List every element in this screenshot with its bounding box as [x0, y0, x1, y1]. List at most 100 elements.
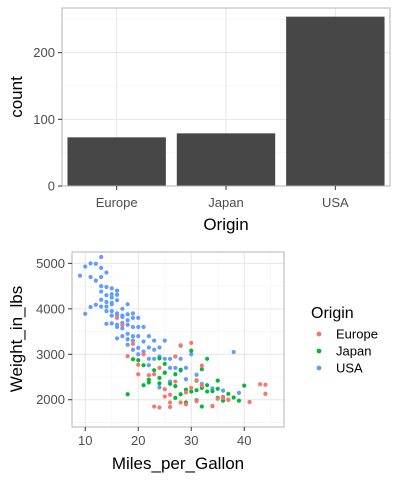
scatter-point-usa — [88, 274, 93, 280]
scatter-point-europe — [152, 372, 157, 377]
scatter-series-usa — [77, 254, 242, 396]
scatter-point-usa — [130, 333, 136, 339]
bar-y-tick-label: 0 — [48, 179, 55, 194]
scatter-point-japan — [231, 395, 236, 400]
scatter-point-japan — [146, 377, 151, 382]
scatter-point-japan — [178, 392, 183, 397]
scatter-point-japan — [242, 383, 247, 388]
scatter-point-japan — [215, 386, 220, 391]
scatter-point-usa — [114, 336, 120, 341]
scatter-point-europe — [114, 315, 120, 321]
legend-label-usa: USA — [336, 361, 363, 376]
scatter-point-europe — [263, 382, 268, 387]
scatter-point-usa — [146, 345, 151, 350]
scatter-point-japan — [205, 356, 210, 361]
scatter-point-europe — [130, 341, 136, 346]
legend-key-usa — [316, 365, 322, 371]
scatter-point-usa — [136, 352, 141, 357]
scatter-point-japan — [236, 398, 242, 403]
scatter-point-usa — [77, 273, 83, 278]
scatter-point-europe — [146, 373, 151, 378]
scatter-point-japan — [194, 388, 199, 393]
scatter-point-europe — [152, 404, 157, 409]
scatter-point-usa — [104, 284, 109, 290]
scatter-point-japan — [167, 381, 173, 386]
scatter-points — [77, 254, 268, 410]
bar-y-tick-label: 100 — [33, 112, 55, 127]
scatter-point-japan — [205, 383, 210, 388]
scatter-point-usa — [125, 337, 130, 342]
scatter-point-usa — [152, 338, 157, 343]
scatter-point-europe — [183, 390, 189, 395]
scatter-point-europe — [167, 404, 173, 410]
scatter-point-japan — [173, 395, 178, 401]
scatter-point-europe — [178, 343, 183, 348]
scatter-series-europe — [114, 315, 268, 410]
scatter-point-japan — [157, 375, 162, 381]
scatter-point-usa — [141, 339, 146, 344]
scatter-point-usa — [130, 315, 136, 321]
scatter-y-tick-label: 3000 — [36, 347, 65, 362]
scatter-point-usa — [99, 274, 104, 280]
scatter-point-usa — [125, 318, 130, 323]
legend-items: Europe Japan USA — [316, 327, 378, 376]
scatter-point-usa — [152, 356, 157, 361]
scatter-point-japan — [141, 363, 146, 368]
scatter-point-usa — [125, 302, 130, 307]
scatter-point-europe — [173, 354, 178, 359]
legend: Origin Europe Japan USA — [311, 305, 378, 376]
scatter-point-europe — [189, 340, 194, 346]
scatter-point-usa — [183, 377, 189, 382]
scatter-point-usa — [125, 312, 130, 317]
scatter-point-usa — [83, 264, 88, 269]
bar-x-tick-label: Europe — [96, 195, 138, 210]
scatter-point-japan — [130, 357, 136, 362]
scatter-point-japan — [178, 367, 183, 372]
scatter-point-europe — [194, 378, 199, 383]
scatter-point-europe — [247, 399, 252, 405]
bar-x-tick-label: Japan — [208, 195, 243, 210]
legend-label-japan: Japan — [336, 344, 371, 359]
scatter-point-usa — [104, 308, 109, 314]
scatter-point-usa — [109, 302, 114, 307]
scatter-point-europe — [178, 400, 183, 405]
scatter-point-japan — [173, 383, 178, 389]
scatter-point-usa — [88, 261, 93, 266]
scatter-point-europe — [162, 394, 167, 399]
bar-x-axis-title: Origin — [203, 215, 248, 234]
scatter-y-axis-title: Weight_in_lbs — [7, 286, 26, 392]
scatter-point-usa — [130, 338, 136, 343]
scatter-point-japan — [173, 372, 178, 377]
legend-title: Origin — [311, 305, 354, 322]
scatter-point-usa — [93, 278, 98, 283]
scatter-point-usa — [109, 313, 114, 318]
scatter-point-usa — [99, 254, 104, 260]
scatter-point-usa — [99, 297, 104, 302]
scatter-point-usa — [88, 304, 93, 310]
scatter-point-usa — [104, 299, 109, 305]
legend-label-europe: Europe — [336, 327, 378, 342]
scatter-y-tick-labels: 2000 3000 4000 5000 — [36, 256, 72, 407]
scatter-point-usa — [99, 304, 104, 309]
scatter-point-usa — [130, 347, 136, 352]
scatter-point-usa — [236, 390, 242, 396]
bar-chart: 0 100 200 Europe Japan USA Origin count — [7, 7, 391, 234]
scatter-point-japan — [162, 370, 167, 376]
scatter-point-europe — [263, 391, 268, 396]
scatter-point-japan — [226, 391, 231, 396]
scatter-point-europe — [141, 352, 146, 357]
scatter-point-usa — [109, 308, 114, 314]
scatter-point-usa — [146, 356, 151, 361]
scatter-point-europe — [210, 403, 215, 409]
bar-y-tick-labels: 0 100 200 — [33, 45, 62, 194]
scatter-point-usa — [114, 298, 120, 303]
scatter-point-usa — [130, 324, 136, 330]
scatter-point-usa — [152, 347, 157, 352]
scatter-point-usa — [99, 265, 104, 271]
scatter-point-europe — [136, 372, 141, 377]
scatter-point-europe — [183, 402, 189, 407]
scatter-point-japan — [157, 356, 162, 361]
scatter-point-europe — [173, 379, 178, 384]
scatter-x-tick-label: 10 — [78, 433, 92, 448]
scatter-y-tick-label: 4000 — [36, 301, 65, 316]
